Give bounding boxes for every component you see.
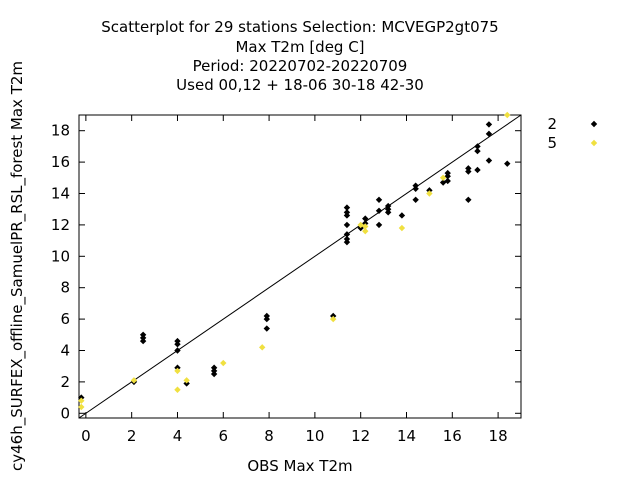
legend-marker-2 <box>590 120 598 128</box>
series-2-point <box>343 235 351 243</box>
series-2-point <box>343 231 351 238</box>
series-2-point <box>474 166 481 174</box>
series-2-point <box>384 202 392 210</box>
title-line-1: Scatterplot for 29 stations Selection: M… <box>101 18 498 36</box>
legend-label-5: 5 <box>547 134 557 152</box>
series-2-point <box>465 196 472 203</box>
title-line-3: Period: 20220702-20220709 <box>193 57 408 75</box>
series-5-point <box>220 359 227 367</box>
series-2-point <box>263 312 270 320</box>
series-2-point <box>474 147 481 155</box>
plot-area-frame <box>78 114 522 419</box>
series-5-point <box>426 190 433 197</box>
series-5-point <box>330 315 337 323</box>
series-5-point <box>183 377 190 384</box>
x-tick-label: 6 <box>219 427 229 445</box>
series-5-point <box>362 223 369 230</box>
series-2-point <box>444 177 451 185</box>
series-5-point <box>78 397 85 404</box>
series-2-point <box>474 143 481 150</box>
series-2-point <box>375 196 383 203</box>
y-tick-label: 8 <box>60 279 70 297</box>
title-line-4: Used 00,12 + 18-06 30-18 42-30 <box>176 76 424 94</box>
y-tick-label: 2 <box>60 373 70 391</box>
y-tick-label: 16 <box>51 153 70 171</box>
series-5-point <box>78 403 85 411</box>
series-2-point <box>343 204 351 211</box>
series-2-point <box>174 337 181 345</box>
series-2-point <box>412 196 419 203</box>
series-2-point <box>485 157 493 164</box>
series-2-point <box>343 209 351 216</box>
series-2-point <box>444 169 451 177</box>
x-tick-label: 14 <box>397 427 416 445</box>
y-tick-label: 14 <box>51 184 70 202</box>
series-2-point <box>504 160 511 167</box>
series-2-point <box>174 347 181 354</box>
series-2-point <box>210 364 218 371</box>
x-tick-label: 8 <box>264 427 274 445</box>
title-line-2: Max T2m [deg C] <box>235 38 364 56</box>
y-axis-label: cy46h_SURFEX_offline_SamuelPR_RSL_forest… <box>8 61 27 471</box>
x-tick-label: 12 <box>351 427 370 445</box>
series-5-point <box>130 377 138 384</box>
chart-title: Scatterplot for 29 stations Selection: M… <box>101 18 498 94</box>
series-2-point <box>485 121 493 128</box>
x-tick-label: 0 <box>81 427 91 445</box>
legend-marker-5 <box>590 139 598 147</box>
x-tick-label: 2 <box>127 427 137 445</box>
series-2-point <box>412 182 419 189</box>
x-tick-label: 18 <box>489 427 508 445</box>
series-2-point <box>362 215 369 222</box>
series-2-point <box>343 221 351 229</box>
series-2-point <box>263 325 270 332</box>
series-2-point <box>398 212 406 219</box>
legend: 25 <box>547 115 598 152</box>
legend-label-2: 2 <box>547 115 557 133</box>
x-tick-label: 4 <box>173 427 183 445</box>
y-tick-label: 6 <box>60 310 70 328</box>
series-2-point <box>139 331 147 338</box>
series-5-point <box>174 386 181 393</box>
series-2-point <box>465 165 472 172</box>
y-axis-ticks: 0 2 4 6 8 10 12 14 16 18 <box>51 122 521 422</box>
x-axis-label: OBS Max T2m <box>247 457 352 475</box>
series-5-point <box>362 227 369 235</box>
y-tick-label: 12 <box>51 216 70 234</box>
scatter-points <box>78 111 511 411</box>
series-5-point <box>174 367 181 375</box>
x-tick-label: 10 <box>305 427 324 445</box>
one-to-one-line <box>78 114 522 419</box>
series-2-point <box>485 130 493 138</box>
series-5-point <box>439 174 447 181</box>
x-axis-ticks: 0 2 4 6 8 10 12 14 16 18 <box>81 115 508 445</box>
y-tick-label: 10 <box>51 247 70 265</box>
y-tick-label: 18 <box>51 122 70 140</box>
y-tick-label: 0 <box>60 404 70 422</box>
series-5-point <box>504 111 511 119</box>
x-tick-label: 16 <box>443 427 462 445</box>
series-2-point <box>375 207 383 214</box>
series-5-point <box>259 344 266 351</box>
series-2-point <box>375 221 383 229</box>
y-tick-label: 4 <box>60 341 70 359</box>
series-5-point <box>398 224 406 232</box>
